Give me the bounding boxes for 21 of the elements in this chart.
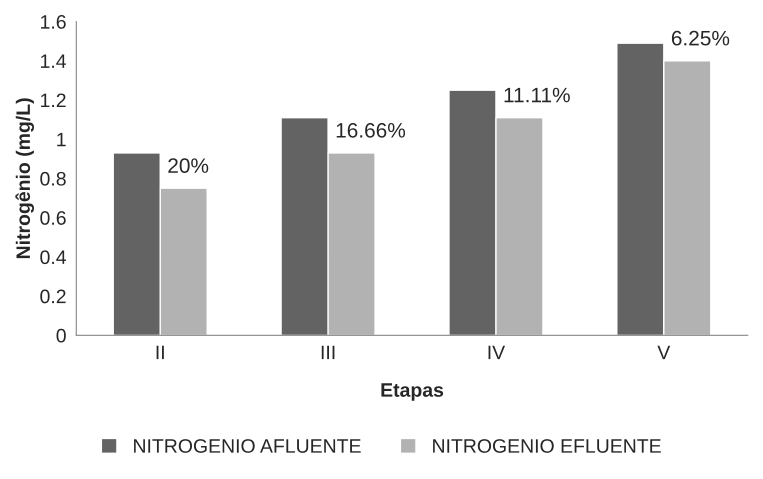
y-tick-label: 1.6 (41, 15, 66, 29)
x-tick-label: V (657, 346, 670, 360)
x-tick-label: III (322, 346, 334, 360)
y-tick-label: 1.2 (41, 93, 66, 108)
y-tick-label: 1.4 (41, 54, 66, 68)
legend-label: NITROGENIO AFLUENTE (134, 439, 361, 453)
y-tick-label: 0.2 (40, 290, 66, 304)
y-tick-label: 0.6 (40, 211, 66, 225)
legend-label: NITROGENIO EFLUENTE (433, 439, 661, 453)
y-tick-label: 0.8 (40, 172, 66, 186)
y-tick-label: 0 (56, 328, 66, 343)
y-tick-label: 0.4 (40, 250, 66, 264)
x-tick-label: IV (488, 346, 506, 360)
x-axis-title: Etapas (381, 383, 444, 401)
annotation: 20% (168, 158, 208, 174)
y-tick-label: 1 (57, 132, 66, 146)
annotation: 6.25% (672, 30, 730, 46)
y-axis-title: Nitrogênio (mg/L) (15, 98, 34, 258)
annotation: 11.11% (504, 88, 570, 102)
x-tick-label: II (156, 346, 164, 360)
annotation: 16.66% (336, 122, 406, 138)
